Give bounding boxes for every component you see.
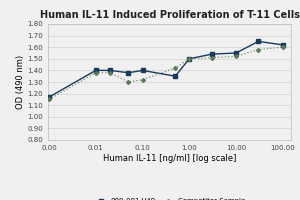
009-001-V49 — [234, 52, 238, 54]
Competitor Sample — [141, 78, 144, 81]
Line: 009-001-V49: 009-001-V49 — [47, 40, 284, 99]
009-001-V49 — [141, 69, 144, 72]
Competitor Sample — [47, 98, 51, 101]
Competitor Sample — [234, 55, 238, 58]
009-001-V49 — [256, 40, 260, 43]
Title: Human IL-11 Induced Proliferation of T-11 Cells: Human IL-11 Induced Proliferation of T-1… — [40, 10, 299, 20]
Competitor Sample — [210, 56, 213, 59]
Competitor Sample — [94, 72, 98, 74]
009-001-V49 — [94, 69, 98, 72]
Competitor Sample — [127, 81, 130, 83]
Legend: 009-001-V49, Competitor Sample: 009-001-V49, Competitor Sample — [91, 196, 248, 200]
Competitor Sample — [256, 48, 260, 51]
Competitor Sample — [188, 58, 191, 60]
009-001-V49 — [188, 58, 191, 60]
Line: Competitor Sample: Competitor Sample — [48, 46, 284, 101]
X-axis label: Human IL-11 [ng/ml] [log scale]: Human IL-11 [ng/ml] [log scale] — [103, 154, 236, 163]
009-001-V49 — [108, 69, 112, 72]
009-001-V49 — [47, 96, 51, 98]
009-001-V49 — [173, 75, 177, 77]
009-001-V49 — [210, 53, 213, 55]
009-001-V49 — [281, 44, 285, 46]
Competitor Sample — [281, 46, 285, 48]
009-001-V49 — [127, 72, 130, 74]
Competitor Sample — [108, 72, 112, 74]
Y-axis label: OD (490 nm): OD (490 nm) — [16, 55, 25, 109]
Competitor Sample — [173, 67, 177, 69]
